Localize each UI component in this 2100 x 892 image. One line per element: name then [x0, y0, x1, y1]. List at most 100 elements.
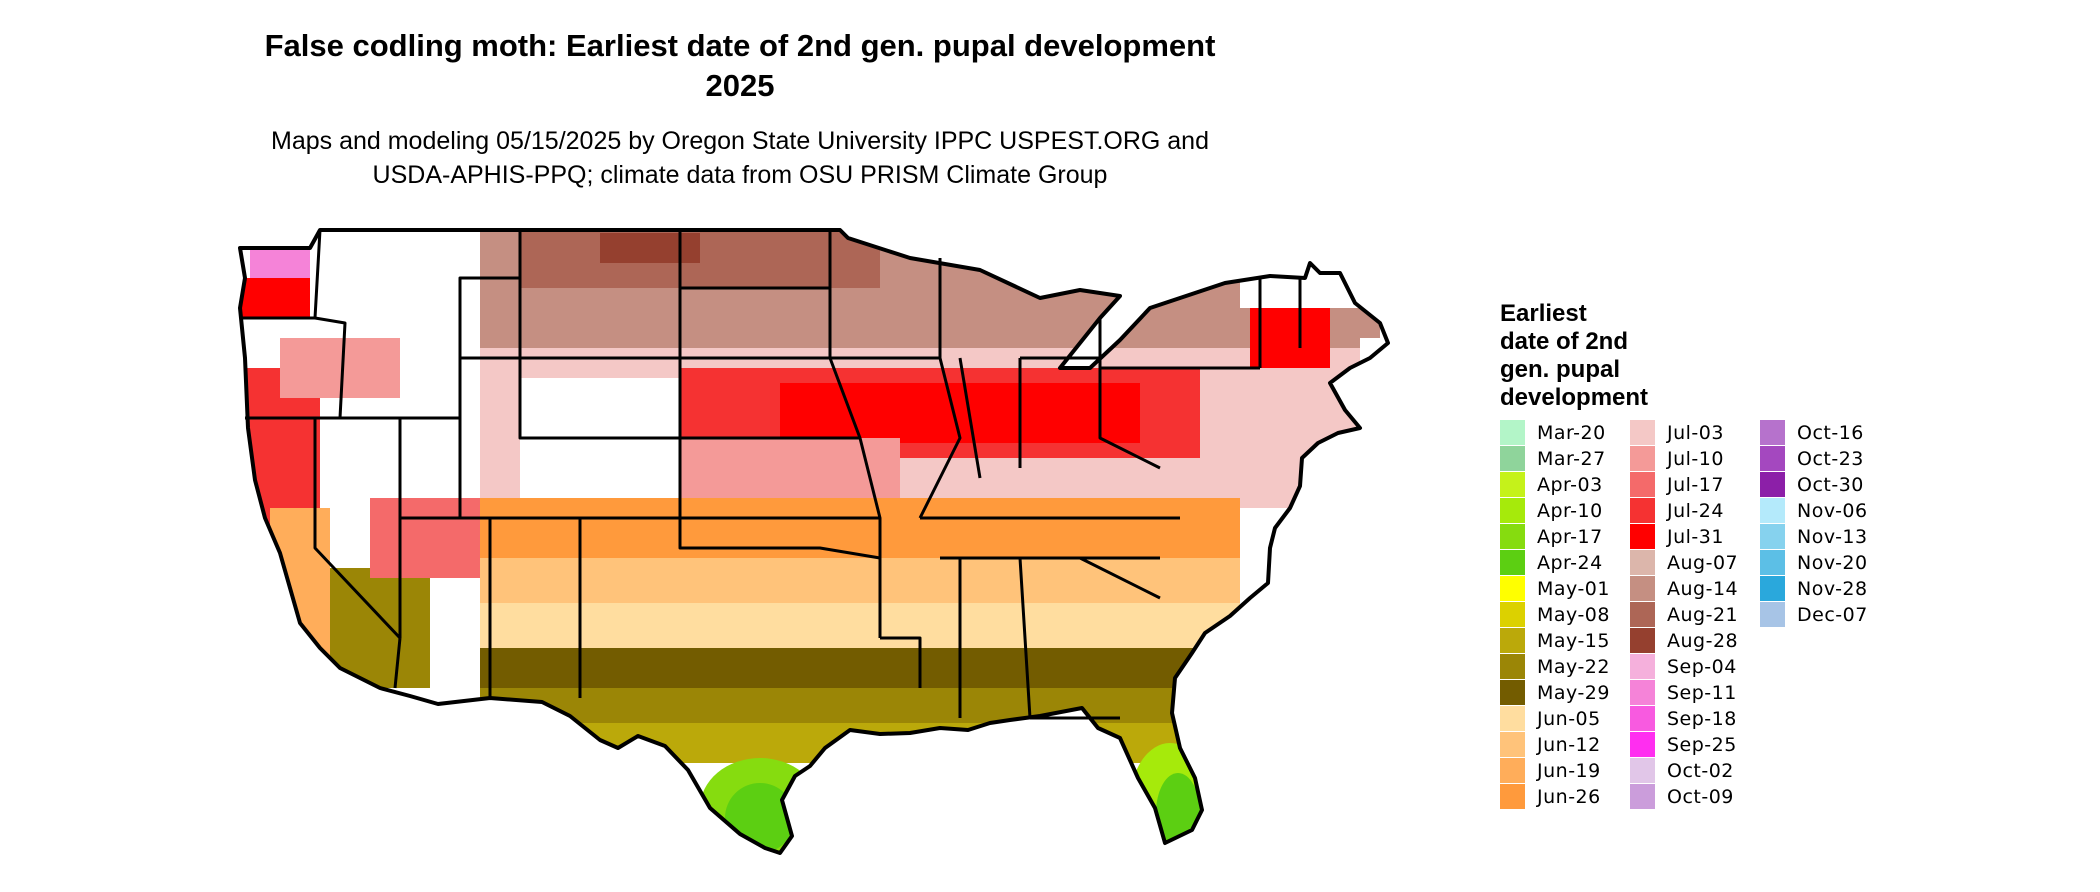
- legend-item: Mar-20: [1500, 420, 1606, 445]
- legend-swatch: [1500, 524, 1525, 549]
- legend-swatch: [1760, 576, 1785, 601]
- legend-item: Aug-28: [1630, 628, 1738, 653]
- map-subtitle-line-2: USDA-APHIS-PPQ; climate data from OSU PR…: [372, 161, 1108, 189]
- legend-swatch: [1500, 498, 1525, 523]
- legend-item: Nov-13: [1760, 524, 1868, 549]
- legend-label: May-08: [1537, 603, 1610, 626]
- legend-item: May-01: [1500, 576, 1610, 601]
- legend-swatch: [1630, 706, 1655, 731]
- legend-item: Jul-17: [1630, 472, 1724, 497]
- legend-item: Jul-24: [1630, 498, 1724, 523]
- map-title-line-2: 2025: [705, 68, 775, 103]
- legend-swatch: [1630, 654, 1655, 679]
- legend-item: Nov-20: [1760, 550, 1868, 575]
- state-borders: [240, 229, 1302, 720]
- border-california-arizona: [393, 637, 402, 689]
- legend-item: May-15: [1500, 628, 1610, 653]
- map-subtitle-line-1: Maps and modeling 05/15/2025 by Oregon S…: [271, 127, 1209, 155]
- border-arkansas-louisiana: [880, 636, 922, 688]
- legend-swatch: [1630, 680, 1655, 705]
- legend-title-line-1: Earliest: [1500, 300, 1587, 327]
- legend-label: Aug-07: [1667, 551, 1739, 574]
- legend-swatch: [1500, 680, 1525, 705]
- legend-label: Sep-18: [1667, 707, 1737, 730]
- legend-label: Mar-27: [1537, 447, 1606, 470]
- zone-jul-31-washington: [240, 278, 310, 318]
- legend-title-line-2: date of 2nd: [1500, 328, 1629, 355]
- legend-label: May-01: [1537, 577, 1610, 600]
- legend-item: Oct-23: [1760, 446, 1864, 471]
- legend-swatch: [1500, 654, 1525, 679]
- legend-item: Jul-03: [1630, 420, 1724, 445]
- border-illinois-indiana: [958, 357, 982, 479]
- legend-label: Aug-21: [1667, 603, 1739, 626]
- legend-label: Mar-20: [1537, 421, 1606, 444]
- legend-item: Jul-10: [1630, 446, 1724, 471]
- legend-swatch: [1630, 420, 1655, 445]
- legend-swatch: [1500, 446, 1525, 471]
- us-map: [238, 228, 1390, 855]
- legend-item: Oct-16: [1760, 420, 1864, 445]
- legend-item: Oct-09: [1630, 784, 1734, 809]
- legend-swatch: [1630, 732, 1655, 757]
- legend-label: Jun-19: [1537, 759, 1601, 782]
- legend-item: May-08: [1500, 602, 1610, 627]
- legend-swatch: [1630, 498, 1655, 523]
- legend-label: May-15: [1537, 629, 1610, 652]
- legend-label: Oct-09: [1667, 785, 1734, 808]
- legend-swatch: [1630, 628, 1655, 653]
- legend-label: Nov-13: [1797, 525, 1868, 548]
- legend-swatch: [1500, 576, 1525, 601]
- legend-title-line-3: gen. pupal: [1500, 356, 1620, 383]
- legend-swatch: [1760, 420, 1785, 445]
- legend-item: Jul-31: [1630, 524, 1724, 549]
- legend-swatch: [1630, 524, 1655, 549]
- legend-swatch: [1500, 602, 1525, 627]
- legend-label: Apr-10: [1537, 499, 1603, 522]
- legend-swatch: [1500, 706, 1525, 731]
- map-subtitle: Maps and modeling 05/15/2025 by Oregon S…: [220, 124, 1260, 192]
- map-title: False codling moth: Earliest date of 2nd…: [220, 26, 1260, 106]
- legend-swatch: [1630, 576, 1655, 601]
- legend-label: Jul-17: [1667, 473, 1724, 496]
- border-mississippi-west: [828, 230, 882, 638]
- legend-item: Oct-02: [1630, 758, 1734, 783]
- legend-item: May-29: [1500, 680, 1610, 705]
- legend-label: Jul-03: [1667, 421, 1724, 444]
- zone-may-22-arizona: [330, 568, 430, 688]
- legend-item: Sep-04: [1630, 654, 1737, 679]
- legend-swatch: [1760, 498, 1785, 523]
- legend-item: May-22: [1500, 654, 1610, 679]
- legend-label: Jul-10: [1667, 447, 1724, 470]
- legend-label: Jun-26: [1537, 785, 1601, 808]
- legend-label: Jul-24: [1667, 499, 1724, 522]
- border-idaho-montana: [340, 230, 522, 420]
- border-oregon: [245, 316, 347, 420]
- legend-item: Apr-17: [1500, 524, 1603, 549]
- legend-item: Mar-27: [1500, 446, 1606, 471]
- legend-label: Nov-28: [1797, 577, 1868, 600]
- legend-swatch: [1630, 758, 1655, 783]
- map-title-line-1: False codling moth: Earliest date of 2nd…: [264, 28, 1216, 63]
- border-alabama-georgia: [1018, 557, 1032, 719]
- legend-item: Aug-14: [1630, 576, 1738, 601]
- legend-label: Nov-06: [1797, 499, 1868, 522]
- legend-item: Jun-12: [1500, 732, 1601, 757]
- legend-item: Dec-07: [1760, 602, 1868, 627]
- zone-jun-19-california: [270, 508, 330, 668]
- legend-title-line-4: development: [1500, 384, 1649, 411]
- zone-jul-17-arizona: [370, 498, 480, 578]
- legend-label: Dec-07: [1797, 603, 1868, 626]
- legend: Mar-20 Mar-27 Apr-03 Apr-10 Apr-17 Apr-24 May-…: [1500, 420, 1920, 810]
- legend-label: Aug-28: [1667, 629, 1739, 652]
- border-nevada-california: [313, 416, 402, 640]
- legend-label: Apr-03: [1537, 473, 1603, 496]
- legend-label: Oct-16: [1797, 421, 1864, 444]
- border-oklahoma-texas: [678, 518, 881, 560]
- legend-swatch: [1760, 550, 1785, 575]
- legend-swatch: [1630, 602, 1655, 627]
- legend-swatch: [1500, 732, 1525, 757]
- legend-swatch: [1500, 472, 1525, 497]
- legend-label: Nov-20: [1797, 551, 1868, 574]
- border-pennsylvania-west: [1098, 318, 1161, 470]
